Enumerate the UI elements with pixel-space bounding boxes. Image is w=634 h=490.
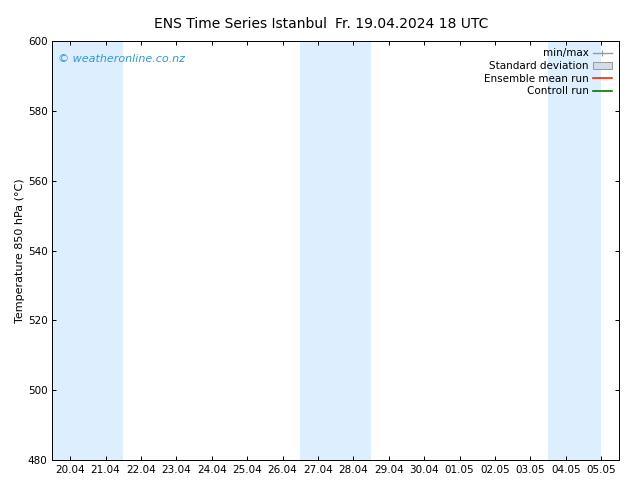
Text: © weatheronline.co.nz: © weatheronline.co.nz	[58, 53, 185, 64]
Text: ENS Time Series Istanbul: ENS Time Series Istanbul	[155, 17, 327, 31]
Bar	[548, 41, 601, 460]
Y-axis label: Temperature 850 hPa (°C): Temperature 850 hPa (°C)	[15, 178, 25, 323]
Text: Fr. 19.04.2024 18 UTC: Fr. 19.04.2024 18 UTC	[335, 17, 489, 31]
Legend: min/max, Standard deviation, Ensemble mean run, Controll run: min/max, Standard deviation, Ensemble me…	[482, 46, 614, 98]
Bar	[301, 41, 371, 460]
Bar	[53, 41, 123, 460]
